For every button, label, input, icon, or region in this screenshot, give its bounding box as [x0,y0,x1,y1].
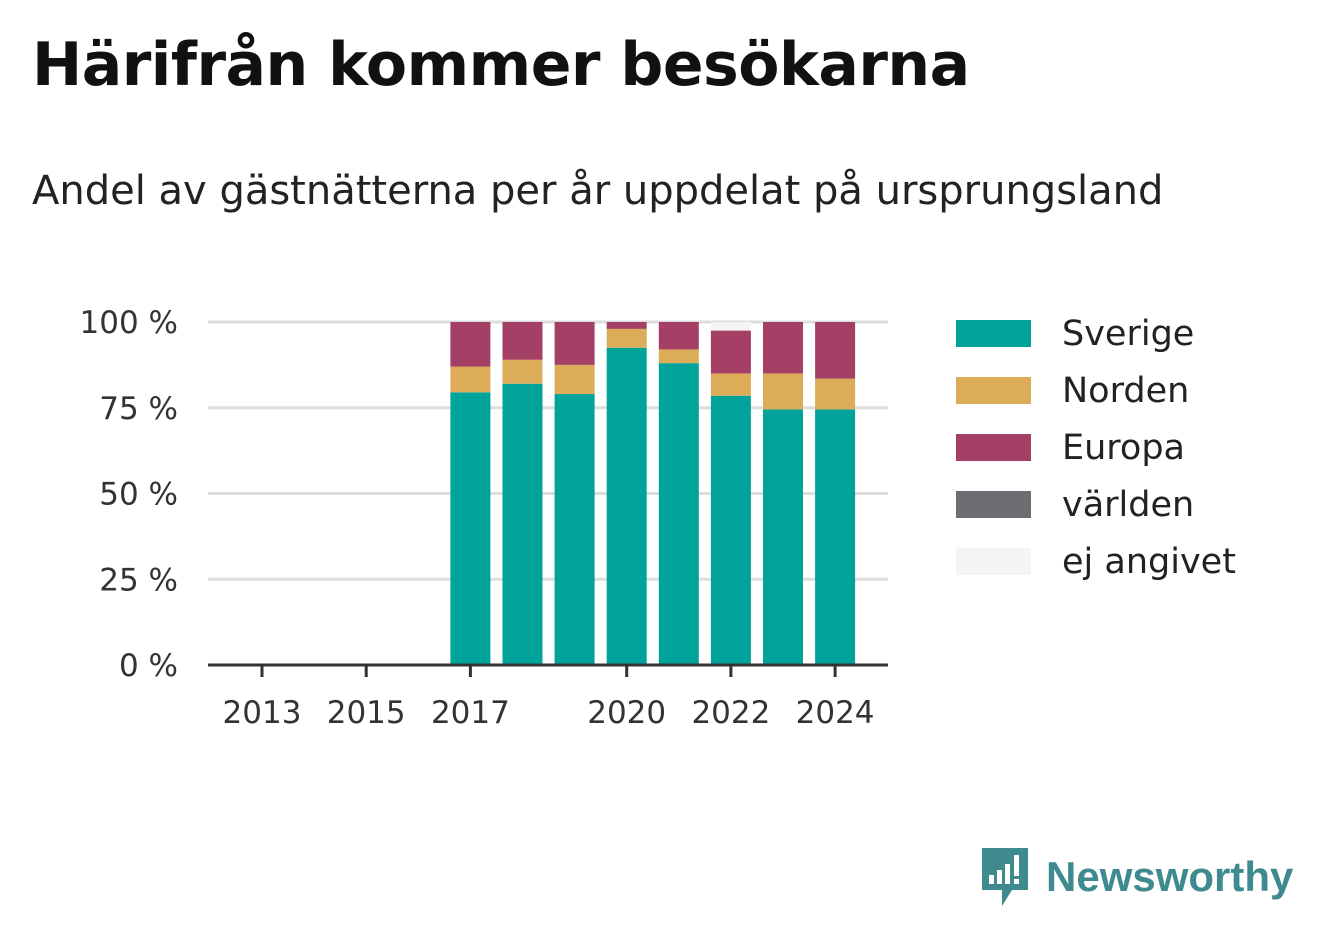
legend-item-ej-angivet: ej angivet [956,533,1236,590]
y-tick-label: 75 % [99,391,178,427]
bar-segment-2020-norden [606,328,647,348]
legend-item-världen: världen [956,476,1236,533]
x-tick-label: 2022 [691,695,770,731]
x-tick-label: 2013 [223,695,302,731]
bar-segment-2020-sverige [606,347,647,665]
bar-segment-2022-europa [710,330,751,374]
legend-label: ej angivet [1062,541,1236,582]
brand-name: Newsworthy [1046,853,1294,900]
legend-label: Europa [1062,427,1185,468]
bar-segment-2023-sverige [763,409,803,665]
bar-segment-2022-sverige [710,395,751,665]
bar-segment-2018-europa [502,322,543,360]
legend-swatch [956,434,1031,461]
x-tick-label: 2017 [431,695,510,731]
bar-segment-2019-europa [554,322,595,365]
bar-segment-2019-sverige [554,394,595,665]
bar-segment-2017-europa [450,322,491,367]
legend-label: Sverige [1062,313,1195,354]
axes: 0 % 25 % 50 % 75 % 100 % 2013 2015 2017 2020 2022… [80,305,888,731]
brand-logo: Newsworthy [980,846,1293,908]
chart-legend: Sverige Norden Europa världen ej angivet [956,305,1236,590]
bar-segment-2021-norden [658,349,699,364]
x-tick-label: 2015 [327,695,406,731]
chart-subtitle: Andel av gästnätterna per år uppdelat på… [32,168,1164,214]
x-tick-label: 2024 [796,695,875,731]
legend-swatch [956,320,1031,347]
x-tick-label: 2020 [587,695,666,731]
legend-label: Norden [1062,370,1190,411]
bar-segment-2017-norden [450,366,491,393]
legend-swatch [956,377,1031,404]
bar-segment-2023-norden [763,373,803,410]
legend-item-norden: Norden [956,362,1236,419]
legend-swatch [956,548,1031,575]
bar-segment-2019-norden [554,364,595,395]
bar-segment-2021-sverige [658,363,699,665]
bar-segment-2018-norden [502,359,543,384]
y-tick-label: 100 % [80,305,178,341]
bar-segment-2023-europa [763,322,803,374]
bar-segment-2024-europa [815,322,856,379]
bar-segment-2020-europa [606,322,647,329]
legend-label: världen [1062,484,1195,525]
y-tick-label: 50 % [99,477,178,513]
bar-segment-2022-ej-angivet [710,322,751,331]
bars [450,322,856,665]
newsworthy-logo-icon [980,846,1030,908]
bar-segment-2024-norden [815,378,856,410]
legend-item-sverige: Sverige [956,305,1236,362]
bar-segment-2021-europa [658,322,699,350]
bar-segment-2022-norden [710,373,751,396]
y-tick-label: 25 % [99,562,178,598]
chart-title: Härifrån kommer besökarna [32,30,970,100]
legend-swatch [956,491,1031,518]
bar-segment-2018-sverige [502,383,543,665]
bar-segment-2024-sverige [815,409,856,665]
y-tick-label: 0 % [119,648,178,684]
bar-segment-2017-sverige [450,392,491,665]
legend-item-europa: Europa [956,419,1236,476]
